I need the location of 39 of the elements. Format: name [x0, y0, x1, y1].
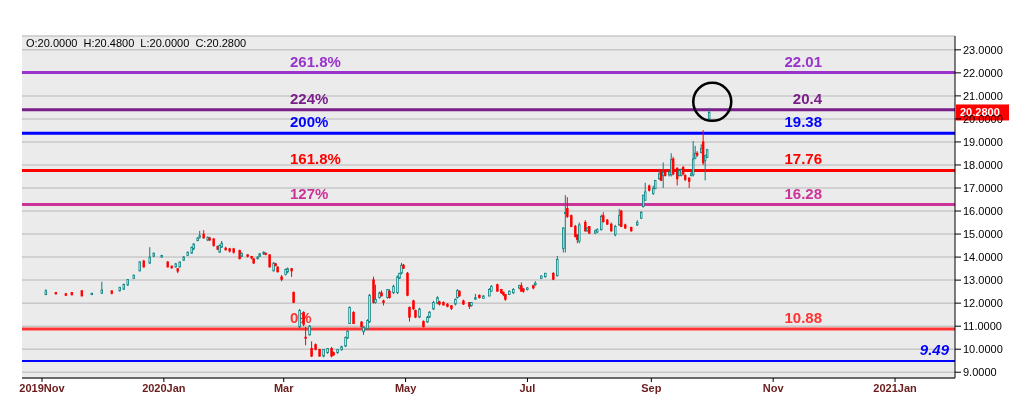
ref-line-label: 20.4 — [792, 89, 823, 107]
annotation: 200% — [290, 113, 329, 131]
y-tick-label: 23.0000 — [963, 43, 1003, 56]
y-tick-label: 10.0000 — [963, 343, 1003, 356]
ref-line-label: 9.49 — [919, 340, 950, 358]
annotation: 224% — [290, 89, 329, 107]
ref-line-label: 19.38 — [784, 113, 822, 131]
y-tick-label: 15.0000 — [963, 227, 1003, 240]
y-tick-label: 19.0000 — [963, 135, 1003, 148]
candlestick — [556, 255, 559, 278]
y-tick-label: 21.0000 — [963, 89, 1003, 102]
annotation: 261.8% — [290, 52, 341, 70]
y-tick-label: 18.0000 — [963, 158, 1003, 171]
x-tick-label: 2020Jan — [142, 381, 186, 394]
y-tick-label: 12.0000 — [963, 297, 1003, 310]
ref-line-label: 22.01 — [784, 52, 822, 70]
annotation: O:20.0000 H:20.4800 L:20.0000 C:20.2800 — [26, 37, 247, 49]
candlestick — [564, 194, 567, 253]
x-tick-label: May — [394, 381, 418, 394]
y-tick-label: 14.0000 — [963, 251, 1003, 263]
candlestick — [406, 271, 409, 297]
y-tick-label: 11.0000 — [963, 320, 1002, 333]
ref-line-label: 17.76 — [784, 150, 822, 168]
x-tick-label: Sep — [641, 381, 662, 394]
y-tick-label: 16.0000 — [963, 204, 1003, 217]
y-tick-label: 13.0000 — [963, 274, 1003, 287]
y-tick-label: 9.0000 — [963, 366, 997, 379]
annotation: 161.8% — [290, 150, 341, 168]
x-tick-label: 2019Nov — [19, 381, 66, 394]
ref-line-label: 10.88 — [784, 308, 822, 326]
x-tick-label: Nov — [762, 381, 785, 394]
annotation: 127% — [290, 184, 329, 202]
ref-line-label: 16.28 — [784, 184, 822, 202]
x-tick-label: Jul — [519, 381, 536, 394]
y-tick-label: 17.0000 — [963, 181, 1003, 194]
x-tick-label: Mar — [273, 381, 295, 394]
candlestick — [304, 326, 307, 346]
y-tick-label: 22.0000 — [963, 66, 1003, 79]
x-tick-label: 2021Jan — [873, 381, 918, 394]
